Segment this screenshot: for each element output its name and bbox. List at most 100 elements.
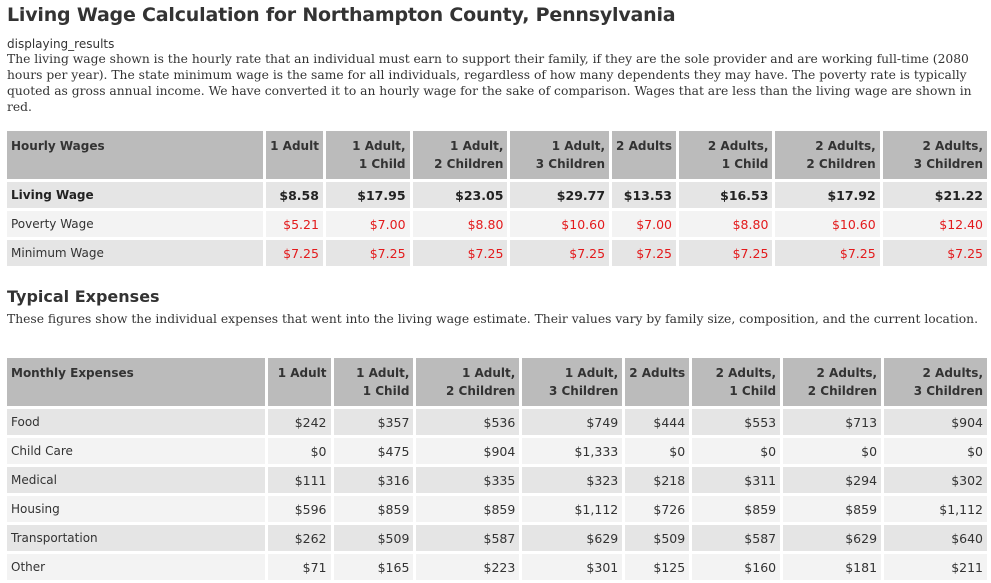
row-label: Food xyxy=(7,409,265,435)
column-header: 2 Adults, 3 Children xyxy=(884,358,987,406)
column-header: 1 Adult, 1 Child xyxy=(325,131,410,179)
table-header-row: Hourly Wages 1 Adult 1 Adult, 1 Child 1 A… xyxy=(7,131,987,179)
table-cell: $629 xyxy=(522,525,623,551)
column-header: 2 Adults xyxy=(612,131,676,179)
column-header: 1 Adult xyxy=(267,358,331,406)
monthly-expenses-table: Monthly Expenses 1 Adult 1 Adult, 1 Child… xyxy=(4,355,990,583)
table-cell: $7.25 xyxy=(412,240,508,266)
table-cell: $726 xyxy=(625,496,690,522)
table-cell: $859 xyxy=(783,496,882,522)
table-cell: $335 xyxy=(416,467,520,493)
column-header: 1 Adult, 2 Children xyxy=(412,131,508,179)
table-cell: $7.25 xyxy=(266,240,323,266)
table-cell: $7.25 xyxy=(510,240,610,266)
table-cell: $629 xyxy=(783,525,882,551)
column-header: 2 Adults, 3 Children xyxy=(882,131,987,179)
table-cell: $301 xyxy=(522,554,623,580)
table-cell: $0 xyxy=(625,438,690,464)
table-cell: $7.25 xyxy=(775,240,880,266)
table-cell: $1,112 xyxy=(884,496,987,522)
table-cell: $17.92 xyxy=(775,182,880,208)
table-cell: $357 xyxy=(333,409,414,435)
table-cell: $10.60 xyxy=(510,211,610,237)
table-cell: $311 xyxy=(692,467,781,493)
column-header: 2 Adults, 2 Children xyxy=(783,358,882,406)
table-cell: $7.00 xyxy=(612,211,676,237)
table-row-living-wage: Living Wage $8.58 $17.95 $23.05 $29.77 $… xyxy=(7,182,987,208)
table-cell: $7.25 xyxy=(325,240,410,266)
table-cell: $8.58 xyxy=(266,182,323,208)
table-cell: $242 xyxy=(267,409,331,435)
row-label: Medical xyxy=(7,467,265,493)
row-label: Other xyxy=(7,554,265,580)
row-label: Housing xyxy=(7,496,265,522)
table-cell: $749 xyxy=(522,409,623,435)
row-label: Child Care xyxy=(7,438,265,464)
table-cell: $10.60 xyxy=(775,211,880,237)
table-cell: $7.25 xyxy=(882,240,987,266)
column-header-category: Hourly Wages xyxy=(7,131,264,179)
table-cell: $1,112 xyxy=(522,496,623,522)
table-cell: $587 xyxy=(416,525,520,551)
table-row-minimum-wage: Minimum Wage $7.25 $7.25 $7.25 $7.25 $7.… xyxy=(7,240,987,266)
table-cell: $21.22 xyxy=(882,182,987,208)
table-cell: $1,333 xyxy=(522,438,623,464)
table-cell: $17.95 xyxy=(325,182,410,208)
table-cell: $713 xyxy=(783,409,882,435)
column-header: 2 Adults xyxy=(625,358,690,406)
column-header-category: Monthly Expenses xyxy=(7,358,265,406)
column-header: 1 Adult, 2 Children xyxy=(416,358,520,406)
table-cell: $7.25 xyxy=(612,240,676,266)
table-cell: $323 xyxy=(522,467,623,493)
intro-paragraph: The living wage shown is the hourly rate… xyxy=(7,52,972,114)
table-cell: $29.77 xyxy=(510,182,610,208)
table-cell: $0 xyxy=(267,438,331,464)
table-cell: $509 xyxy=(333,525,414,551)
table-row-other: Other $71 $165 $223 $301 $125 $160 $181 … xyxy=(7,554,987,580)
table-cell: $316 xyxy=(333,467,414,493)
table-cell: $16.53 xyxy=(679,182,773,208)
row-label: Minimum Wage xyxy=(7,240,264,266)
table-cell: $5.21 xyxy=(266,211,323,237)
column-header: 2 Adults, 2 Children xyxy=(775,131,880,179)
table-cell: $536 xyxy=(416,409,520,435)
table-cell: $596 xyxy=(267,496,331,522)
table-row-poverty-wage: Poverty Wage $5.21 $7.00 $8.80 $10.60 $7… xyxy=(7,211,987,237)
table-header-row: Monthly Expenses 1 Adult 1 Adult, 1 Child… xyxy=(7,358,987,406)
table-cell: $0 xyxy=(884,438,987,464)
table-cell: $13.53 xyxy=(612,182,676,208)
column-header: 1 Adult, 3 Children xyxy=(522,358,623,406)
table-cell: $904 xyxy=(416,438,520,464)
table-cell: $859 xyxy=(416,496,520,522)
table-cell: $302 xyxy=(884,467,987,493)
hourly-wages-table: Hourly Wages 1 Adult 1 Adult, 1 Child 1 A… xyxy=(4,128,990,269)
table-row-transportation: Transportation $262 $509 $587 $629 $509 … xyxy=(7,525,987,551)
table-cell: $8.80 xyxy=(679,211,773,237)
expenses-heading: Typical Expenses xyxy=(7,287,160,306)
table-cell: $211 xyxy=(884,554,987,580)
expenses-intro: These figures show the individual expens… xyxy=(7,312,978,326)
table-row-medical: Medical $111 $316 $335 $323 $218 $311 $2… xyxy=(7,467,987,493)
table-cell: $904 xyxy=(884,409,987,435)
table-cell: $71 xyxy=(267,554,331,580)
table-cell: $7.00 xyxy=(325,211,410,237)
table-cell: $475 xyxy=(333,438,414,464)
table-cell: $218 xyxy=(625,467,690,493)
column-header: 1 Adult, 3 Children xyxy=(510,131,610,179)
table-cell: $165 xyxy=(333,554,414,580)
table-cell: $181 xyxy=(783,554,882,580)
page-title: Living Wage Calculation for Northampton … xyxy=(7,4,676,26)
table-cell: $12.40 xyxy=(882,211,987,237)
table-cell: $509 xyxy=(625,525,690,551)
row-label: Living Wage xyxy=(7,182,264,208)
table-cell: $0 xyxy=(692,438,781,464)
table-cell: $8.80 xyxy=(412,211,508,237)
table-cell: $444 xyxy=(625,409,690,435)
table-row-housing: Housing $596 $859 $859 $1,112 $726 $859 … xyxy=(7,496,987,522)
table-cell: $125 xyxy=(625,554,690,580)
table-cell: $262 xyxy=(267,525,331,551)
table-cell: $111 xyxy=(267,467,331,493)
table-cell: $23.05 xyxy=(412,182,508,208)
table-cell: $223 xyxy=(416,554,520,580)
table-cell: $859 xyxy=(692,496,781,522)
